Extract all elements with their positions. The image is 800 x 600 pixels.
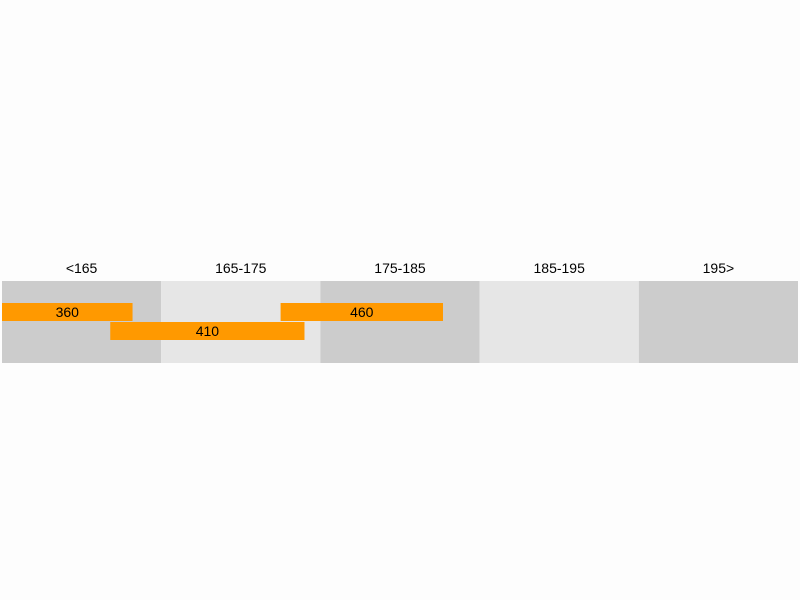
category-band bbox=[320, 281, 480, 363]
bar-value-label: 460 bbox=[350, 304, 374, 320]
category-band bbox=[638, 281, 798, 363]
category-label: 165-175 bbox=[215, 260, 267, 276]
range-bar bbox=[110, 322, 305, 340]
bar-value-label: 360 bbox=[56, 304, 80, 320]
category-label: 175-185 bbox=[374, 260, 426, 276]
range-bar bbox=[2, 303, 133, 321]
category-band bbox=[479, 281, 639, 363]
range-bar bbox=[280, 303, 443, 321]
bar-value-label: 410 bbox=[196, 323, 220, 339]
category-label: <165 bbox=[66, 260, 98, 276]
category-label: 195> bbox=[703, 260, 735, 276]
category-label: 185-195 bbox=[534, 260, 586, 276]
range-bars: 360 410 460 bbox=[2, 303, 443, 340]
category-labels: <165 165-175 175-185 185-195 195> bbox=[66, 260, 734, 276]
